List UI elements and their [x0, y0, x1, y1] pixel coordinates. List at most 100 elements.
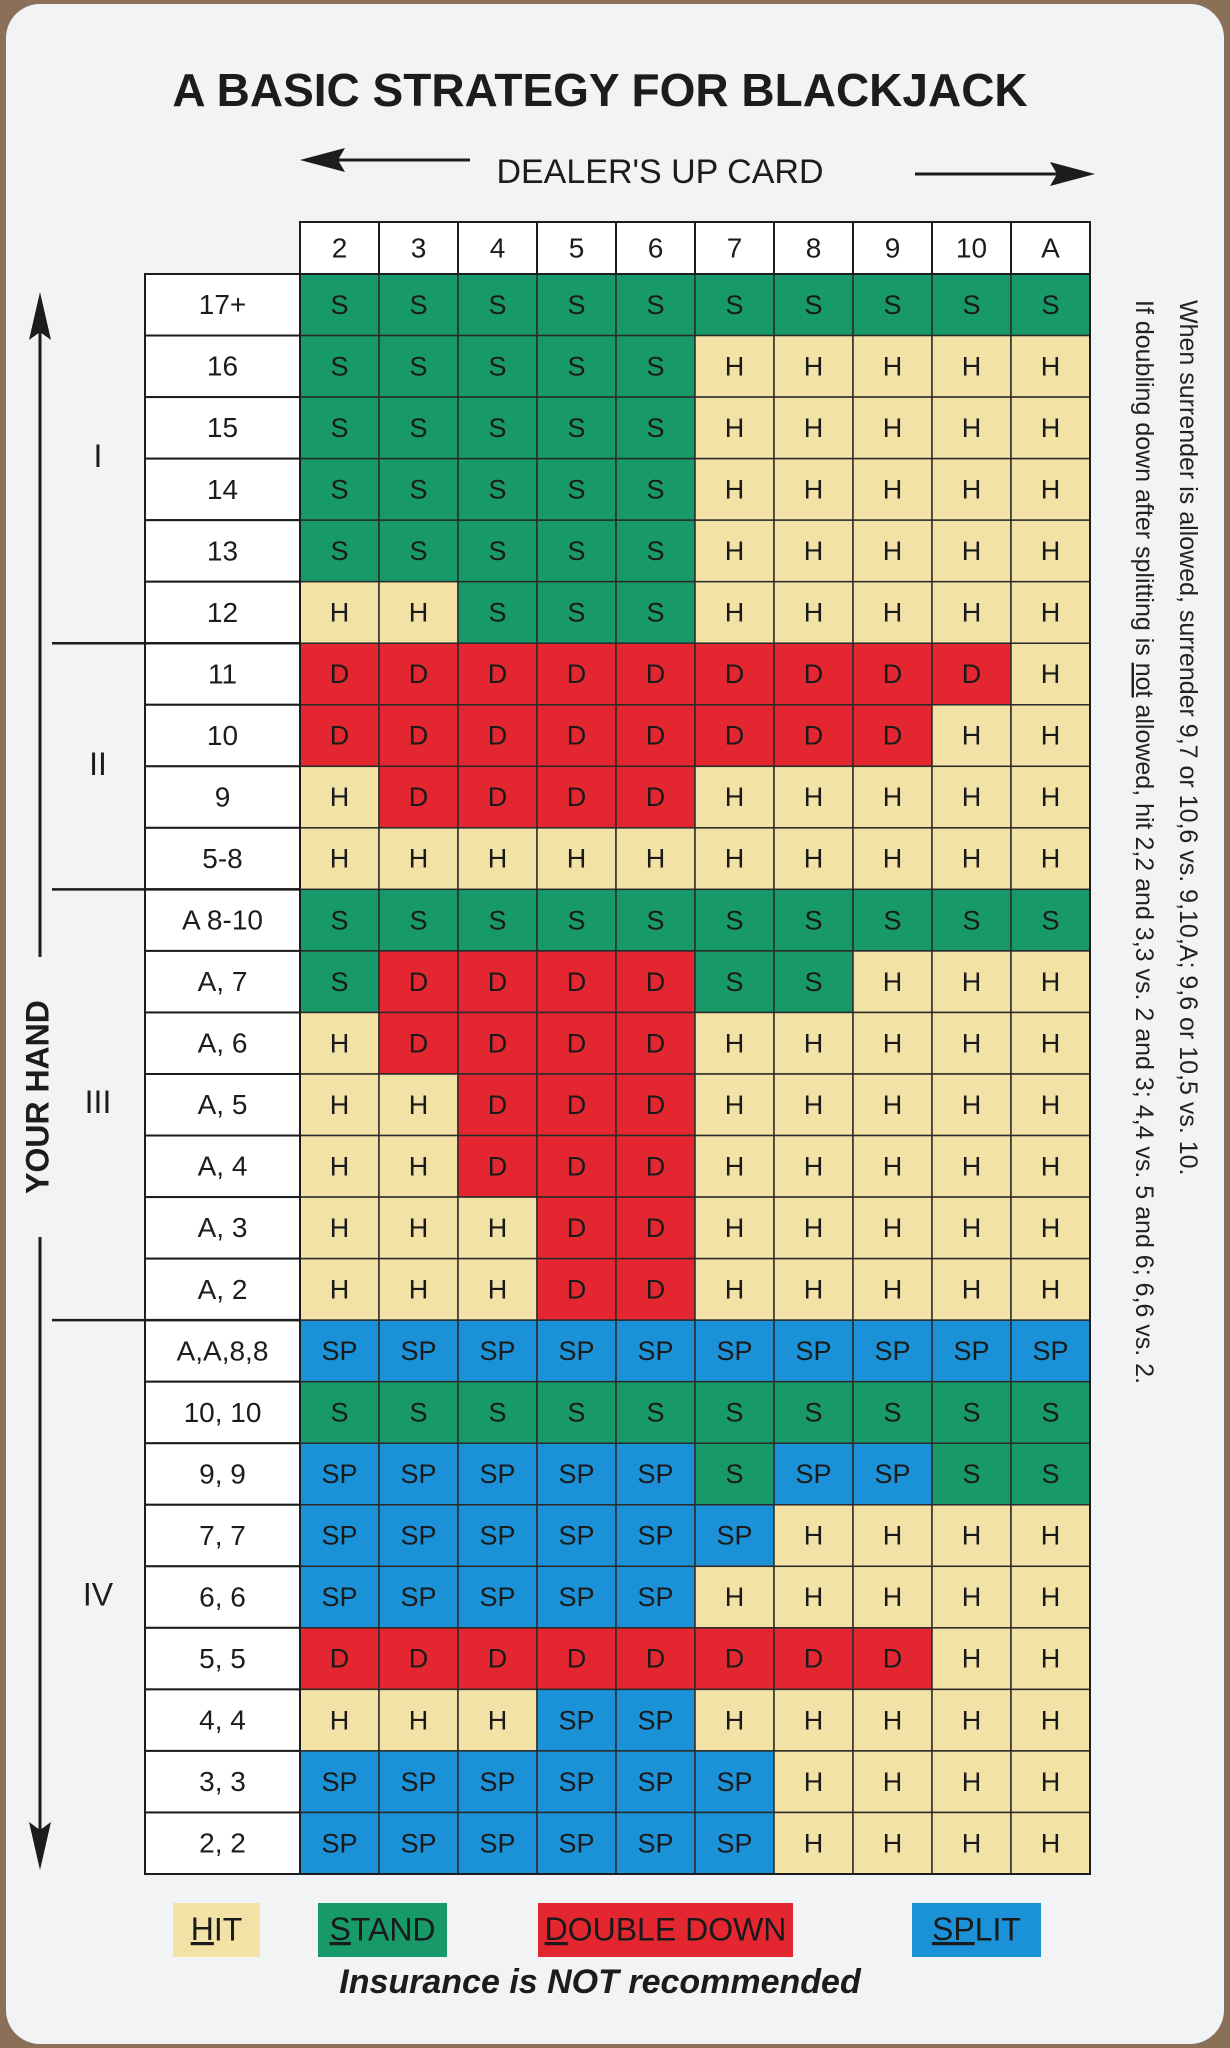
strategy-action: H: [883, 1705, 903, 1735]
strategy-action: SP: [400, 1521, 436, 1551]
column-header: A: [1041, 232, 1060, 263]
strategy-action: D: [804, 721, 824, 751]
strategy-action: H: [1041, 1644, 1061, 1674]
strategy-cell: [378, 1565, 459, 1629]
strategy-action: SP: [558, 1767, 594, 1797]
hand-label-vertical: YOUR HAND: [19, 1000, 55, 1194]
strategy-action: S: [409, 475, 427, 505]
strategy-action: S: [725, 967, 743, 997]
strategy-action: D: [567, 1275, 587, 1305]
strategy-action: S: [646, 351, 664, 381]
strategy-cell: [378, 334, 459, 398]
strategy-action: SP: [321, 1582, 357, 1612]
strategy-action: D: [488, 1151, 508, 1181]
legend-label: SPLIT: [932, 1911, 1021, 1947]
strategy-cell: [378, 1750, 459, 1814]
strategy-action: SP: [558, 1582, 594, 1612]
strategy-action: H: [1041, 967, 1061, 997]
strategy-cell: [852, 1257, 933, 1321]
strategy-action: S: [1041, 1459, 1059, 1489]
strategy-cell: [852, 1442, 933, 1506]
strategy-action: H: [962, 413, 982, 443]
strategy-cell: [378, 827, 459, 891]
strategy-action: H: [1041, 351, 1061, 381]
strategy-action: H: [962, 721, 982, 751]
column-header: 8: [806, 232, 822, 263]
strategy-action: H: [962, 536, 982, 566]
grid-border: [299, 273, 1091, 1875]
column-header: 7: [727, 232, 743, 263]
strategy-action: H: [804, 782, 824, 812]
strategy-action: SP: [558, 1336, 594, 1366]
strategy-cell: [773, 1750, 854, 1814]
strategy-cell: [457, 1811, 538, 1875]
column-header: 6: [648, 232, 664, 263]
strategy-action: H: [1041, 1213, 1061, 1243]
strategy-action: S: [567, 536, 585, 566]
strategy-action: S: [330, 536, 348, 566]
strategy-action: D: [883, 721, 903, 751]
strategy-action: S: [409, 1398, 427, 1428]
strategy-action: D: [962, 659, 982, 689]
strategy-action: S: [646, 536, 664, 566]
strategy-action: H: [883, 1582, 903, 1612]
section-label: I: [94, 438, 103, 474]
strategy-action: S: [488, 1398, 506, 1428]
strategy-action: S: [488, 475, 506, 505]
arrowhead: [29, 292, 51, 340]
strategy-action: SP: [953, 1336, 989, 1366]
hand-label: 6, 6: [199, 1581, 246, 1612]
strategy-action: H: [409, 598, 429, 628]
legend-swatch: [538, 1903, 793, 1957]
strategy-action: H: [962, 1090, 982, 1120]
strategy-action: H: [883, 536, 903, 566]
strategy-cell: [852, 1688, 933, 1752]
strategy-cell: [1010, 1504, 1091, 1568]
strategy-action: S: [962, 905, 980, 935]
strategy-action: SP: [637, 1459, 673, 1489]
hand-label: A, 7: [198, 966, 248, 997]
strategy-action: D: [488, 782, 508, 812]
strategy-action: D: [646, 782, 666, 812]
strategy-cell: [378, 519, 459, 583]
strategy-action: S: [409, 413, 427, 443]
strategy-action: S: [488, 536, 506, 566]
side-note: If doubling down after splitting is not …: [1130, 300, 1158, 1384]
strategy-action: H: [1041, 1275, 1061, 1305]
hand-label: A,A,8,8: [177, 1335, 269, 1366]
strategy-cell: [773, 1134, 854, 1198]
strategy-cell: [773, 1565, 854, 1629]
strategy-cell: [299, 396, 380, 460]
strategy-action: H: [804, 1275, 824, 1305]
strategy-cell: [852, 1196, 933, 1260]
strategy-cell: [852, 273, 933, 337]
strategy-cell: [457, 1504, 538, 1568]
strategy-action: D: [567, 1644, 587, 1674]
strategy-action: H: [962, 1828, 982, 1858]
strategy-action: H: [1041, 475, 1061, 505]
strategy-cell: [457, 1688, 538, 1752]
strategy-action: H: [409, 1275, 429, 1305]
strategy-cell: [931, 765, 1012, 829]
strategy-cell: [694, 519, 775, 583]
strategy-action: D: [883, 659, 903, 689]
strategy-action: H: [883, 844, 903, 874]
strategy-cell: [457, 457, 538, 521]
strategy-action: D: [567, 1090, 587, 1120]
strategy-action: H: [883, 351, 903, 381]
strategy-action: H: [962, 1521, 982, 1551]
strategy-action: S: [725, 905, 743, 935]
hand-label: 14: [207, 474, 238, 505]
strategy-action: H: [962, 1151, 982, 1181]
hand-label: 5-8: [202, 843, 242, 874]
strategy-action: D: [409, 659, 429, 689]
strategy-action: H: [883, 598, 903, 628]
strategy-action: H: [804, 1521, 824, 1551]
strategy-action: S: [962, 1398, 980, 1428]
strategy-cell: [852, 827, 933, 891]
strategy-action: H: [725, 1028, 745, 1058]
hand-label: 9: [215, 781, 231, 812]
strategy-action: H: [1041, 536, 1061, 566]
strategy-action: H: [1041, 721, 1061, 751]
